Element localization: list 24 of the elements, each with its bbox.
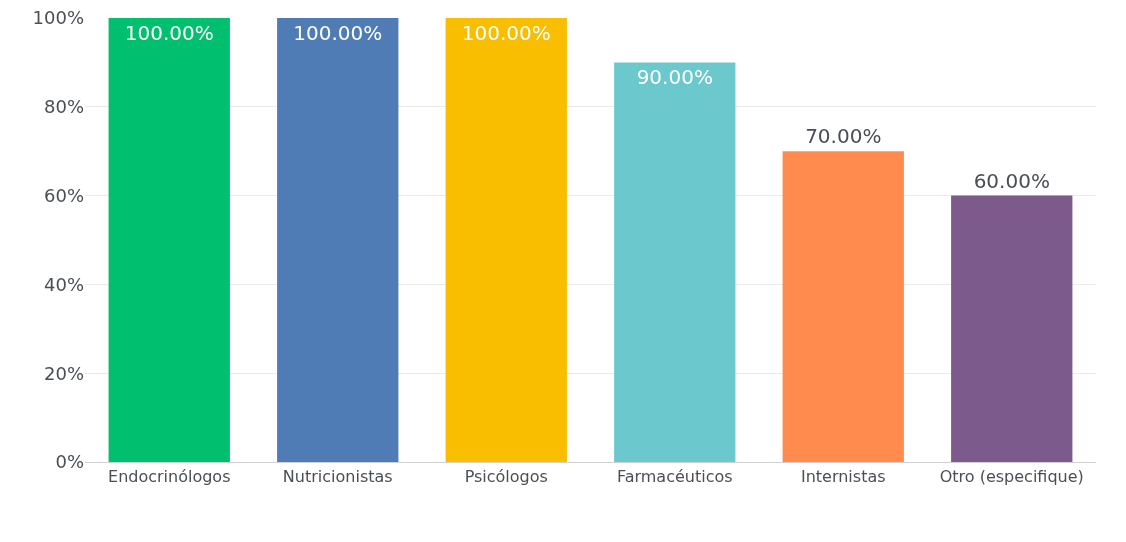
data-label: 70.00% — [805, 124, 882, 149]
bar — [782, 151, 904, 462]
x-tick-label: Otro (especifique) — [939, 467, 1084, 487]
data-label: 90.00% — [636, 65, 713, 90]
data-label: 100.00% — [124, 21, 214, 45]
bar — [614, 62, 736, 462]
x-tick-label: Psicólogos — [464, 467, 548, 487]
data-label: 60.00% — [973, 168, 1050, 193]
y-tick-label: 60% — [43, 184, 84, 206]
x-tick-label: Farmacéuticos — [616, 467, 733, 487]
y-tick-label: 100% — [32, 7, 84, 29]
x-tick-label: Endocrinólogos — [108, 467, 231, 487]
x-tick-label: Nutricionistas — [282, 467, 393, 487]
y-tick-label: 20% — [43, 362, 84, 384]
x-tick-label: Internistas — [800, 467, 886, 487]
y-tick-label: 80% — [43, 96, 84, 118]
data-label: 100.00% — [293, 21, 383, 45]
data-label: 100.00% — [461, 21, 551, 45]
bar — [951, 195, 1073, 462]
bar — [108, 18, 230, 462]
y-tick-label: 40% — [43, 273, 84, 295]
y-tick-label: 0% — [55, 451, 84, 473]
bar — [277, 18, 399, 462]
bar — [445, 18, 567, 462]
